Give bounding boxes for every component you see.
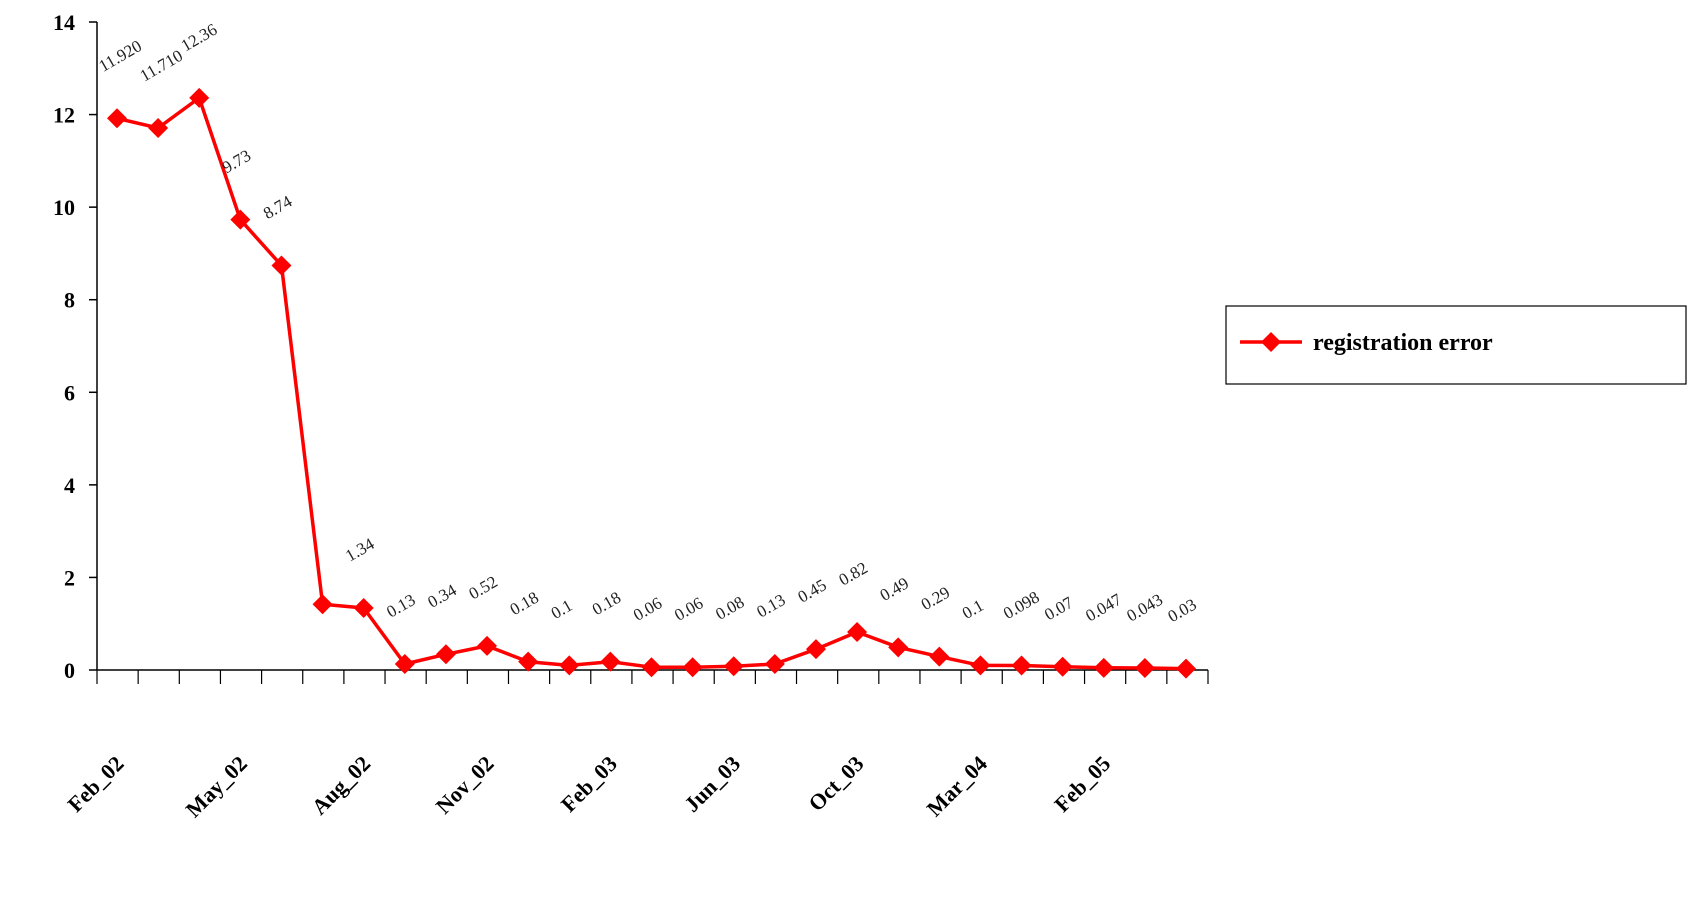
data-point (271, 255, 292, 276)
data-point (1176, 658, 1196, 679)
data-label: 0.07 (1041, 593, 1077, 625)
x-axis: Feb_02 May_02 Aug_02 Nov_02 Feb_03 Jun_03 Oct_… (62, 669, 1209, 822)
data-point (189, 87, 210, 108)
x-tick-label: Mar_04 (922, 751, 992, 821)
data-label: 0.06 (630, 593, 665, 624)
data-point (723, 656, 744, 677)
data-point (805, 639, 826, 660)
data-label: 0.1 (959, 596, 987, 623)
x-tick-label: Feb_05 (1049, 751, 1115, 817)
data-point (970, 655, 991, 676)
data-label: 0.13 (383, 590, 418, 621)
data-point (477, 635, 498, 656)
data-label: 0.043 (1123, 590, 1166, 626)
data-point (518, 651, 539, 672)
series-line (116, 96, 1187, 671)
x-tick-label: Nov_02 (431, 751, 499, 819)
y-tick-label: 4 (64, 473, 75, 498)
y-tick-label: 10 (53, 195, 75, 220)
y-tick-label: 12 (53, 103, 75, 128)
legend: registration error (1225, 305, 1687, 385)
data-label: 0.098 (1000, 587, 1043, 623)
data-point (1093, 657, 1114, 678)
legend-box (1225, 305, 1687, 385)
data-label: 12.36 (178, 20, 221, 56)
data-point (148, 117, 169, 138)
data-point (230, 209, 251, 230)
data-label: 0.52 (466, 572, 501, 603)
data-label: 0.03 (1165, 595, 1200, 626)
data-point (600, 651, 621, 672)
data-label: 0.13 (753, 590, 788, 621)
data-label: 8.74 (260, 191, 296, 223)
y-tick-label: 6 (64, 380, 75, 405)
data-label: 0.29 (918, 583, 953, 614)
data-point (641, 657, 662, 678)
data-point (888, 637, 909, 658)
data-point (929, 646, 950, 667)
y-tick-label: 2 (64, 565, 75, 590)
data-label: 0.06 (671, 593, 706, 624)
data-label: 0.34 (424, 580, 460, 612)
data-label: 0.49 (877, 573, 912, 604)
data-label: 0.047 (1082, 589, 1125, 625)
x-tick-label: Feb_02 (62, 751, 128, 817)
y-tick-label: 8 (64, 288, 75, 313)
data-point (847, 622, 868, 643)
y-tick-label: 14 (53, 10, 75, 35)
data-point (394, 653, 415, 674)
y-axis: 0 2 4 6 8 10 12 14 (53, 10, 98, 683)
data-point (435, 644, 456, 665)
data-point (353, 597, 374, 618)
x-tick-label: May_02 (181, 751, 252, 822)
data-point (1052, 656, 1073, 677)
data-point (107, 108, 127, 129)
y-tick-label: 0 (64, 658, 75, 683)
x-tick-label: Oct_03 (803, 751, 868, 816)
x-tick-label: Aug_02 (307, 751, 376, 820)
data-point (764, 653, 785, 674)
series-line-registration-error (116, 96, 1187, 671)
series-markers (107, 87, 1196, 679)
data-label: 0.82 (836, 558, 871, 589)
data-label: 0.08 (712, 592, 747, 623)
data-point (682, 657, 703, 678)
legend-label: registration error (1313, 330, 1493, 356)
data-point (1134, 658, 1155, 679)
data-label: 0.1 (548, 596, 576, 623)
data-point (559, 655, 580, 676)
data-label: 0.45 (794, 575, 829, 606)
data-label: 0.18 (507, 588, 542, 619)
data-label: 0.18 (589, 588, 624, 619)
x-tick-label: Feb_03 (556, 751, 622, 817)
x-tick-label: Jun_03 (679, 751, 745, 817)
data-point (312, 594, 333, 615)
data-label: 1.34 (342, 534, 378, 566)
data-point (1011, 655, 1032, 676)
legend-marker (1261, 332, 1281, 352)
